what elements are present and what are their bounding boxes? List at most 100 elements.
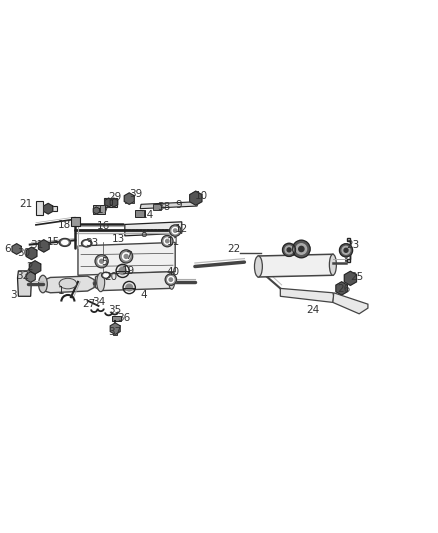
Text: 16: 16 — [96, 221, 110, 231]
Circle shape — [99, 259, 103, 263]
Ellipse shape — [329, 254, 336, 275]
Circle shape — [287, 248, 291, 252]
Text: 7: 7 — [125, 251, 131, 261]
Ellipse shape — [169, 272, 175, 289]
Polygon shape — [344, 271, 357, 285]
Text: 34: 34 — [92, 297, 105, 308]
Polygon shape — [26, 272, 35, 282]
Text: 3: 3 — [10, 290, 17, 300]
Text: 2: 2 — [26, 262, 33, 271]
Polygon shape — [26, 247, 37, 260]
Circle shape — [170, 225, 181, 236]
Bar — [153, 204, 161, 211]
Circle shape — [169, 278, 173, 281]
Circle shape — [293, 240, 310, 258]
Circle shape — [164, 238, 170, 244]
Bar — [71, 217, 80, 226]
Text: 14: 14 — [141, 210, 154, 220]
Text: 5: 5 — [101, 257, 107, 267]
Circle shape — [98, 257, 105, 265]
Polygon shape — [12, 244, 21, 254]
Circle shape — [173, 229, 177, 232]
Circle shape — [344, 248, 348, 252]
Text: 39: 39 — [129, 189, 142, 199]
Circle shape — [123, 253, 130, 260]
Polygon shape — [280, 288, 334, 302]
Polygon shape — [44, 204, 53, 214]
Text: 31: 31 — [30, 240, 43, 251]
Circle shape — [162, 236, 173, 247]
Ellipse shape — [39, 275, 47, 293]
Ellipse shape — [84, 241, 90, 245]
Polygon shape — [336, 282, 347, 295]
Text: 1: 1 — [58, 286, 65, 296]
Bar — [135, 211, 145, 217]
Bar — [93, 205, 105, 214]
Polygon shape — [258, 254, 333, 277]
Ellipse shape — [59, 278, 77, 289]
Text: 27: 27 — [82, 298, 95, 309]
Text: 9: 9 — [175, 200, 182, 210]
Circle shape — [168, 277, 174, 283]
Text: 22: 22 — [227, 244, 240, 254]
Text: 19: 19 — [122, 266, 135, 276]
Polygon shape — [43, 276, 94, 293]
Polygon shape — [190, 191, 202, 205]
Circle shape — [126, 284, 133, 291]
Text: 29: 29 — [109, 192, 122, 203]
Text: 17: 17 — [97, 205, 110, 215]
Polygon shape — [39, 240, 49, 252]
Polygon shape — [140, 201, 198, 209]
Polygon shape — [124, 193, 134, 204]
Circle shape — [124, 254, 128, 259]
Text: 35: 35 — [109, 305, 122, 316]
Text: 11: 11 — [166, 237, 180, 247]
Text: 6: 6 — [4, 244, 11, 254]
Polygon shape — [333, 293, 368, 314]
Text: 33: 33 — [85, 238, 99, 248]
Circle shape — [342, 246, 350, 254]
Polygon shape — [110, 323, 120, 334]
Polygon shape — [347, 238, 350, 262]
Circle shape — [166, 239, 169, 243]
Circle shape — [296, 244, 307, 254]
Ellipse shape — [62, 240, 68, 245]
Text: 23: 23 — [346, 240, 359, 251]
Text: 25: 25 — [350, 272, 364, 282]
Ellipse shape — [104, 274, 108, 277]
Polygon shape — [105, 198, 113, 207]
Text: 12: 12 — [175, 224, 188, 235]
Circle shape — [95, 255, 108, 268]
Polygon shape — [110, 198, 118, 207]
Circle shape — [165, 274, 177, 285]
Ellipse shape — [254, 256, 262, 277]
Ellipse shape — [59, 238, 71, 246]
Polygon shape — [18, 271, 32, 296]
Text: 15: 15 — [47, 237, 60, 247]
Text: 30: 30 — [17, 248, 30, 259]
Bar — [104, 198, 117, 207]
Bar — [125, 195, 134, 203]
Text: 21: 21 — [20, 199, 33, 209]
Circle shape — [283, 243, 296, 256]
Circle shape — [119, 267, 126, 274]
Text: 8: 8 — [140, 229, 147, 239]
Text: 20: 20 — [104, 272, 117, 281]
Circle shape — [285, 246, 293, 254]
Circle shape — [299, 246, 304, 252]
Circle shape — [339, 244, 353, 257]
Text: 38: 38 — [157, 203, 170, 212]
Polygon shape — [93, 207, 99, 214]
Text: 18: 18 — [58, 220, 71, 230]
Ellipse shape — [81, 240, 92, 247]
Text: 36: 36 — [117, 313, 131, 323]
Polygon shape — [29, 261, 41, 274]
Bar — [112, 316, 121, 321]
Text: 40: 40 — [166, 266, 180, 277]
Text: 10: 10 — [195, 191, 208, 201]
Polygon shape — [95, 272, 172, 290]
Polygon shape — [36, 201, 57, 215]
Text: 32: 32 — [17, 271, 30, 281]
Polygon shape — [125, 222, 182, 236]
Circle shape — [120, 250, 133, 263]
